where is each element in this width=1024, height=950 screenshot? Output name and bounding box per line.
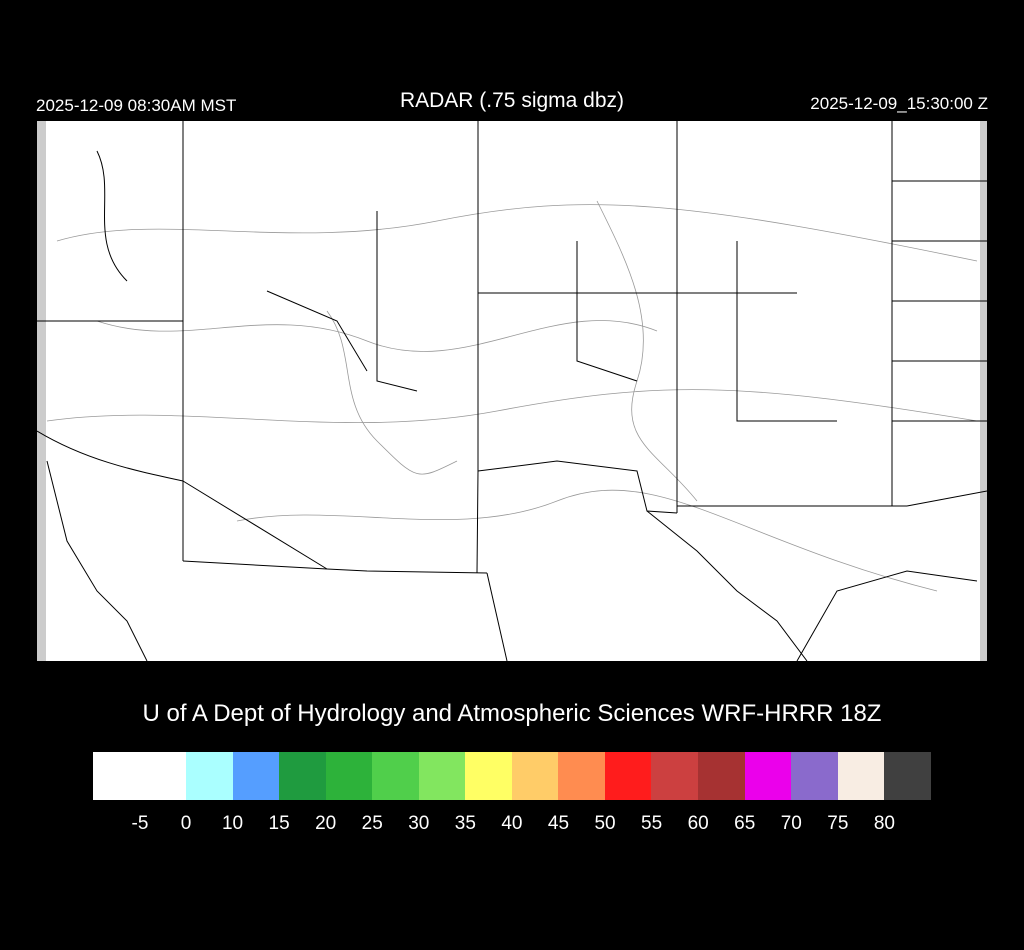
colorbar-swatch [791, 752, 838, 800]
colorbar-swatch [604, 752, 652, 800]
colorbar-label: 25 [361, 813, 383, 834]
colorbar-label: 30 [408, 813, 430, 834]
colorbar-swatch [93, 752, 186, 800]
colorbar-label: 70 [780, 813, 802, 834]
colorbar-swatch [372, 752, 419, 800]
colorbar-label: 0 [180, 813, 192, 834]
colorbar [93, 752, 931, 800]
colorbar-label: 55 [641, 813, 663, 834]
colorbar-label: 35 [454, 813, 476, 834]
colorbar-label: 40 [501, 813, 523, 834]
utc-time: 2025-12-09_15:30:00 Z [810, 94, 988, 113]
map-title: RADAR (.75 sigma dbz) [399, 89, 625, 112]
colorbar-swatch [558, 752, 605, 800]
colorbar-swatch [232, 752, 280, 800]
colorbar-swatch [511, 752, 559, 800]
radar-map [36, 121, 988, 662]
map-edge-left [37, 121, 46, 661]
colorbar-label: 10 [221, 813, 244, 834]
colorbar-label: 75 [827, 813, 849, 834]
colorbar-label: 60 [687, 813, 709, 834]
colorbar-label: 45 [547, 813, 570, 834]
colorbar-swatch [651, 752, 699, 800]
colorbar-swatch [186, 752, 233, 800]
colorbar-swatch [698, 752, 745, 800]
colorbar-label: 50 [594, 813, 616, 834]
colorbar-label: 80 [873, 813, 895, 834]
colorbar-label: 15 [268, 813, 290, 834]
map-edge-right [980, 121, 987, 661]
colorbar-swatch [325, 752, 373, 800]
colorbar-label: 20 [315, 813, 337, 834]
colorbar-swatch [418, 752, 466, 800]
colorbar-swatch [279, 752, 326, 800]
terrain-contours [46, 200, 978, 592]
local-time: 2025-12-09 08:30AM MST [36, 96, 237, 115]
colorbar-swatch [744, 752, 792, 800]
map-borders [36, 121, 988, 662]
colorbar-swatch [884, 752, 931, 800]
credit-line: U of A Dept of Hydrology and Atmospheric… [142, 700, 882, 727]
state-borders [36, 121, 988, 662]
colorbar-label: -5 [131, 813, 149, 834]
colorbar-label: 65 [734, 813, 756, 834]
colorbar-swatch [837, 752, 885, 800]
colorbar-swatch [465, 752, 512, 800]
